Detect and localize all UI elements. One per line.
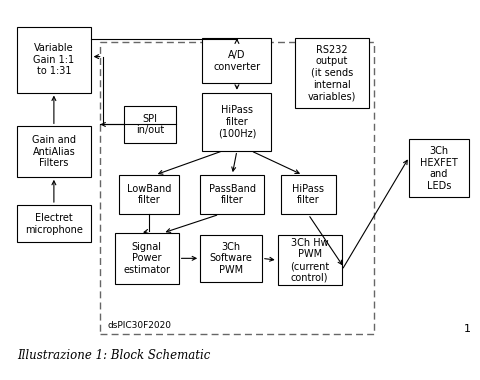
Bar — [295, 38, 368, 108]
Text: SPI
in/out: SPI in/out — [136, 114, 164, 135]
Bar — [124, 106, 176, 143]
Bar — [100, 42, 373, 334]
Bar — [114, 233, 179, 283]
Bar — [200, 175, 264, 214]
Text: 1: 1 — [463, 324, 470, 334]
Bar — [280, 175, 335, 214]
Bar — [408, 139, 468, 198]
Bar — [17, 27, 91, 93]
Text: 3Ch Hw
PWM
(current
control): 3Ch Hw PWM (current control) — [289, 238, 329, 283]
Text: A/D
converter: A/D converter — [213, 50, 260, 71]
Text: Illustrazione 1: Block Schematic: Illustrazione 1: Block Schematic — [17, 349, 210, 362]
Bar — [277, 235, 341, 285]
Text: HiPass
filter
(100Hz): HiPass filter (100Hz) — [217, 105, 255, 138]
Bar — [202, 38, 271, 83]
Text: 3Ch
HEXFET
and
LEDs: 3Ch HEXFET and LEDs — [419, 146, 457, 191]
Text: 3Ch
Software
PWM: 3Ch Software PWM — [209, 242, 252, 275]
Text: Variable
Gain 1:1
to 1:31: Variable Gain 1:1 to 1:31 — [33, 43, 74, 76]
Bar — [200, 235, 261, 282]
Text: HiPass
filter: HiPass filter — [292, 184, 324, 206]
Text: Gain and
AntiAlias
Filters: Gain and AntiAlias Filters — [32, 135, 76, 168]
Text: Signal
Power
estimator: Signal Power estimator — [123, 242, 170, 275]
Text: Electret
microphone: Electret microphone — [25, 213, 83, 234]
Bar — [119, 175, 179, 214]
Bar — [17, 126, 91, 177]
Text: RS232
output
(it sends
internal
variables): RS232 output (it sends internal variable… — [307, 45, 356, 101]
Bar — [202, 93, 271, 151]
Text: dsPIC30F2020: dsPIC30F2020 — [107, 321, 171, 330]
Text: PassBand
filter: PassBand filter — [208, 184, 255, 206]
Bar — [17, 205, 91, 242]
Text: LowBand
filter: LowBand filter — [127, 184, 171, 206]
